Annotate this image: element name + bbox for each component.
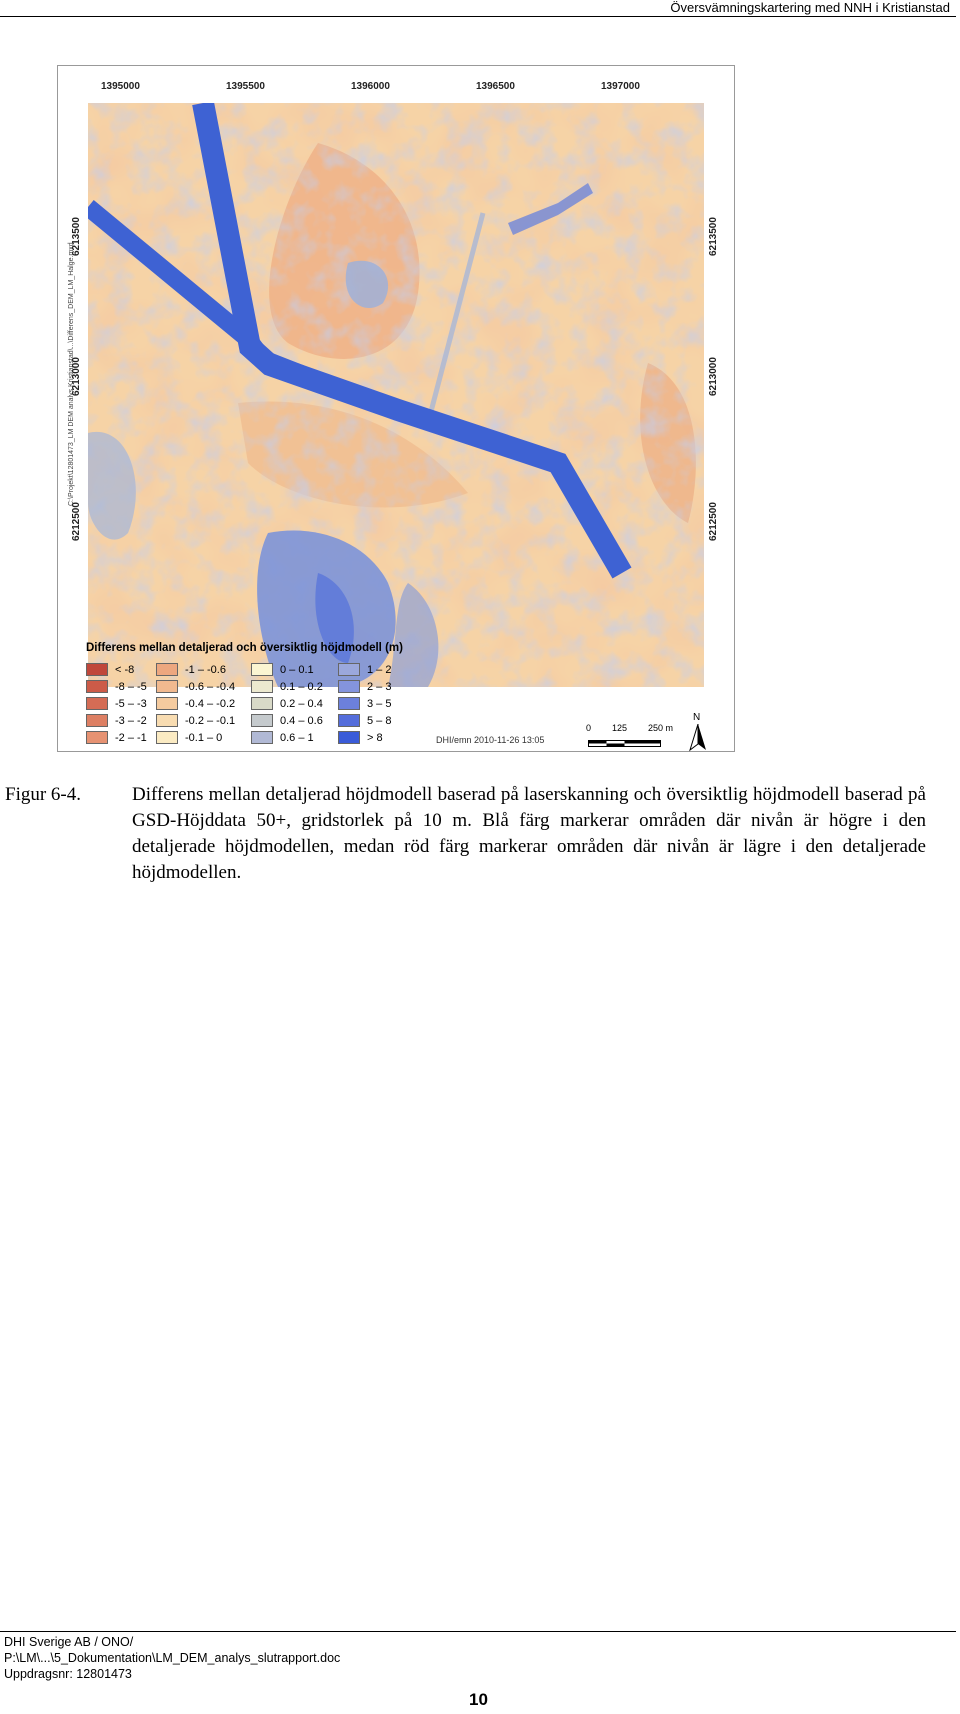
legend-swatch — [251, 680, 273, 693]
legend-label: -0.1 – 0 — [185, 731, 223, 744]
difference-map-figure: C:\Projekt\12801473_LM DEM analys Kristi… — [57, 65, 735, 752]
legend-swatch — [338, 697, 360, 710]
legend-label: 0.2 – 0.4 — [280, 697, 323, 710]
page-footer: DHI Sverige AB / ONO/ P:\LM\...\5_Dokume… — [4, 1634, 340, 1682]
running-header: Översvämningskartering med NNH i Kristia… — [670, 0, 950, 15]
legend-label: -2 – -1 — [115, 731, 147, 744]
legend-label: 5 – 8 — [367, 714, 392, 727]
y-tick-left: 6213000 — [71, 357, 82, 396]
legend-swatch — [156, 714, 178, 727]
legend-label: -8 – -5 — [115, 680, 147, 693]
scale-label: 125 — [612, 723, 628, 733]
legend-column: -1 – -0.6 -0.6 – -0.4 -0.4 – -0.2 -0.2 –… — [156, 661, 235, 746]
y-tick-right: 6212500 — [708, 502, 719, 541]
footer-assignment-number: Uppdragsnr: 12801473 — [4, 1667, 132, 1681]
legend-item: 0.2 – 0.4 — [251, 695, 323, 712]
x-tick-top: 1397000 — [601, 81, 640, 92]
footer-file-path: P:\LM\...\5_Dokumentation\LM_DEM_analys_… — [4, 1651, 341, 1665]
legend-swatch — [251, 714, 273, 727]
legend-item: -2 – -1 — [86, 729, 147, 746]
legend-swatch — [338, 731, 360, 744]
legend-swatch — [86, 697, 108, 710]
legend-label: < -8 — [115, 663, 135, 676]
north-arrow-icon — [689, 724, 706, 752]
y-tick-left: 6213500 — [71, 217, 82, 256]
legend-swatch — [86, 663, 108, 676]
legend-item: -5 – -3 — [86, 695, 147, 712]
legend-item: 0.4 – 0.6 — [251, 712, 323, 729]
legend-swatch — [156, 697, 178, 710]
legend-label: 0.6 – 1 — [280, 731, 314, 744]
legend-item: -0.4 – -0.2 — [156, 695, 235, 712]
legend-item: -0.1 – 0 — [156, 729, 235, 746]
legend-title: Differens mellan detaljerad och översikt… — [86, 642, 403, 654]
legend-item: 3 – 5 — [338, 695, 391, 712]
map-credit: DHI/emn 2010-11-26 13:05 — [436, 735, 545, 745]
legend-label: 0.4 – 0.6 — [280, 714, 323, 727]
figure-caption-text: Differens mellan detaljerad höjdmodell b… — [132, 784, 926, 883]
legend-item: 0.6 – 1 — [251, 729, 323, 746]
legend-swatch — [251, 663, 273, 676]
y-tick-left: 6212500 — [71, 502, 82, 541]
legend-swatch — [156, 663, 178, 676]
north-arrow: N — [686, 712, 710, 752]
legend-column: 1 – 2 2 – 3 3 – 5 5 – 8 > 8 — [338, 661, 391, 746]
legend-item: -0.6 – -0.4 — [156, 678, 235, 695]
legend-label: > 8 — [367, 731, 383, 744]
legend-item: 0 – 0.1 — [251, 661, 323, 678]
legend-label: -3 – -2 — [115, 714, 147, 727]
x-tick-top: 1396000 — [351, 81, 390, 92]
legend-label: -0.2 – -0.1 — [185, 714, 236, 727]
legend-label: -5 – -3 — [115, 697, 147, 710]
legend-label: 2 – 3 — [367, 680, 392, 693]
legend-swatch — [86, 714, 108, 727]
legend-label: -1 – -0.6 — [185, 663, 226, 676]
footer-company: DHI Sverige AB / ONO/ — [4, 1635, 134, 1649]
legend-label: 1 – 2 — [367, 663, 392, 676]
legend-swatch — [338, 714, 360, 727]
x-tick-top: 1395000 — [101, 81, 140, 92]
legend-item: 2 – 3 — [338, 678, 391, 695]
page-number: 10 — [469, 1690, 488, 1709]
x-tick-top: 1395500 — [226, 81, 265, 92]
elevation-difference-raster — [88, 103, 704, 687]
y-tick-right: 6213000 — [708, 357, 719, 396]
legend-label: 0 – 0.1 — [280, 663, 314, 676]
footer-rule — [0, 1631, 956, 1632]
header-rule — [0, 16, 956, 17]
legend-swatch — [251, 731, 273, 744]
legend-item: -3 – -2 — [86, 712, 147, 729]
legend-swatch — [338, 680, 360, 693]
y-tick-right: 6213500 — [708, 217, 719, 256]
legend-swatch — [86, 680, 108, 693]
legend-item: 0.1 – 0.2 — [251, 678, 323, 695]
legend-swatch — [156, 731, 178, 744]
legend-column: < -8 -8 – -5 -5 – -3 -3 – -2 -2 – -1 — [86, 661, 147, 746]
legend-swatch — [338, 663, 360, 676]
legend-item: -8 – -5 — [86, 678, 147, 695]
legend-item: 1 – 2 — [338, 661, 391, 678]
scale-label: 250 m — [648, 723, 674, 733]
x-tick-top: 1396500 — [476, 81, 515, 92]
legend-item: -0.2 – -0.1 — [156, 712, 235, 729]
legend-swatch — [86, 731, 108, 744]
legend-swatch — [251, 697, 273, 710]
legend-label: 0.1 – 0.2 — [280, 680, 323, 693]
scale-bar-graphic — [588, 740, 661, 747]
legend-label: -0.6 – -0.4 — [185, 680, 236, 693]
legend-swatch — [156, 680, 178, 693]
raster-map-graphic — [88, 103, 704, 687]
legend-item: -1 – -0.6 — [156, 661, 235, 678]
figure-number: Figur 6-4. — [5, 784, 81, 805]
scale-label: 0 — [586, 723, 592, 733]
legend-item: < -8 — [86, 661, 147, 678]
legend-item: > 8 — [338, 729, 391, 746]
scale-bar: 0 125 250 m — [578, 723, 698, 751]
north-label: N — [693, 712, 701, 723]
legend-label: 3 – 5 — [367, 697, 392, 710]
legend-item: 5 – 8 — [338, 712, 391, 729]
legend-column: 0 – 0.1 0.1 – 0.2 0.2 – 0.4 0.4 – 0.6 0.… — [251, 661, 323, 746]
legend-label: -0.4 – -0.2 — [185, 697, 236, 710]
